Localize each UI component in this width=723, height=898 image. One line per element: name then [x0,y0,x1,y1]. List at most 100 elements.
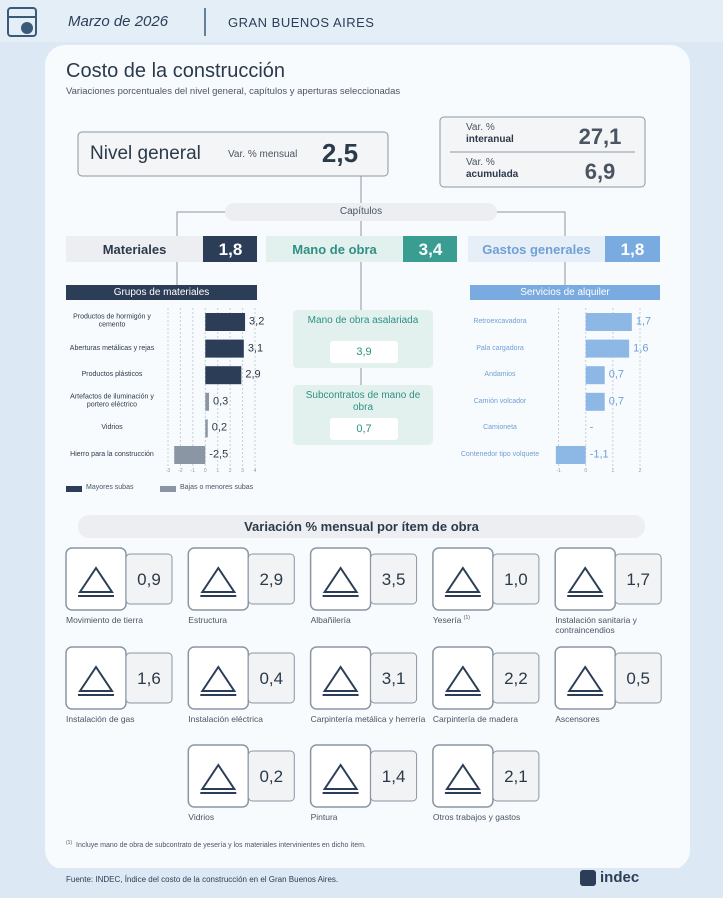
bar [205,419,208,438]
bar [585,392,605,411]
variation-prefix: Var. % [466,122,495,133]
item-name: Yesería (1) [433,615,553,625]
item-name: Instalación eléctrica [188,714,308,724]
chapter-value-box [203,236,257,262]
item-name-text: Movimiento de tierra [66,615,144,625]
item-icon-box [187,646,250,710]
bar [205,339,244,358]
x-tick-label: 3 [241,468,244,474]
labor-label: Subcontratos de mano de obra [305,390,421,413]
item-icon [567,566,604,597]
bar [174,446,206,464]
item-name-text: Vidrios [188,812,215,822]
item-icon [78,566,114,597]
variation-label: acumulada [466,169,519,180]
item-name-text: Albañilería [310,615,351,625]
x-tick-label: 1 [216,468,220,474]
item-name: Ascensores [555,714,675,724]
value-label: 3,2 [249,315,265,328]
x-tick-label: 0 [203,468,207,474]
nivel-measure: Var. % mensual [228,149,298,160]
item-value: 1,0 [504,570,528,589]
bar [585,339,630,358]
value-label: 1,7 [635,315,652,328]
x-tick-label: -1 [190,468,196,474]
chapter-value: 3,4 [418,240,443,259]
x-tick-label: -1 [556,468,561,474]
item-value: 3,5 [381,570,406,589]
item-value: 2,9 [259,570,284,589]
item-value-box [125,553,173,605]
item-value-box [370,652,418,704]
chart-title: Grupos de materiales [113,287,210,298]
x-tick-label: -2 [178,468,183,474]
item-name-text: Yesería [432,615,462,625]
item-icon [444,763,481,794]
category-label: Artefactos de iluminación y portero eléc… [70,393,154,409]
item-icon-box [65,547,127,611]
chapter-box [468,236,605,262]
item-icon-box [432,646,494,710]
value-label: -1,1 [589,448,609,461]
item-value: 1,6 [137,669,161,688]
nivel-label: Nivel general [90,143,201,164]
item-name: Carpintería metálica y herrería [311,714,431,724]
item-icon-box [554,547,616,611]
legend-swatch [66,486,82,492]
category-label: Aberturas metálicas y rejas [69,344,155,352]
item-icon-box [65,646,127,710]
item-value: 0,5 [626,669,650,688]
footnote-text: Incluye mano de obra de subcontrato de y… [76,842,366,849]
bar [555,446,586,464]
item-value-box [492,553,540,605]
title: Costo de la construcción [66,60,286,82]
labor-value: 0,7 [356,423,372,435]
item-note: (1) [463,615,470,622]
value-label: 2,9 [245,368,261,381]
category-label: Contenedor tipo volquete [460,450,540,458]
item-name: Movimiento de tierra [66,615,186,625]
item-icon-box [432,744,494,808]
item-value: 0,4 [259,669,284,688]
value-label: 0,7 [608,368,624,381]
bar [205,366,242,385]
legend-label: Mayores subas [86,484,134,491]
item-value: 1,4 [381,767,406,786]
chapters-label: Capítulos [339,206,383,217]
category-label: Productos de hormigón y cemento [73,313,151,329]
bar [205,313,246,331]
legend-swatch [160,486,176,492]
item-name: Pintura [311,812,431,822]
item-value: 2,2 [504,669,528,688]
item-value: 2,1 [504,767,528,786]
chart-header [66,285,257,300]
labor-value: 3,9 [356,346,372,358]
value-label: 1,6 [633,342,649,354]
x-tick-label: 2 [228,468,232,474]
x-tick-label: 1 [611,468,615,474]
item-name-text: Carpintería de madera [432,714,518,724]
value-label: 3,1 [247,342,264,354]
labor-label: Mano de obra asalariada [307,315,419,326]
item-value-box [125,652,173,704]
header-bar [0,0,723,42]
x-tick-label: 4 [253,468,257,474]
item-name-text: Carpintería metálica y herrería [310,714,426,724]
item-name: Instalación de gas [66,714,186,724]
item-name: Otros trabajos y gastos [433,812,553,822]
item-value-box [370,553,418,605]
item-value-box [247,750,295,802]
subtitle: Variaciones porcentuales del nivel gener… [66,86,401,97]
item-name: Albañilería [311,615,431,625]
item-icon-box [309,646,372,710]
item-name: Estructura [188,615,308,625]
item-value: 1,7 [626,570,650,589]
item-value: 0,9 [137,570,161,589]
value-label: - [589,421,594,434]
chapter-value-box [605,236,660,262]
bar [585,313,632,331]
item-name: Instalación sanitaria y contraincendios [555,615,675,635]
chapters-pill [225,203,497,221]
header-icon [21,22,33,34]
